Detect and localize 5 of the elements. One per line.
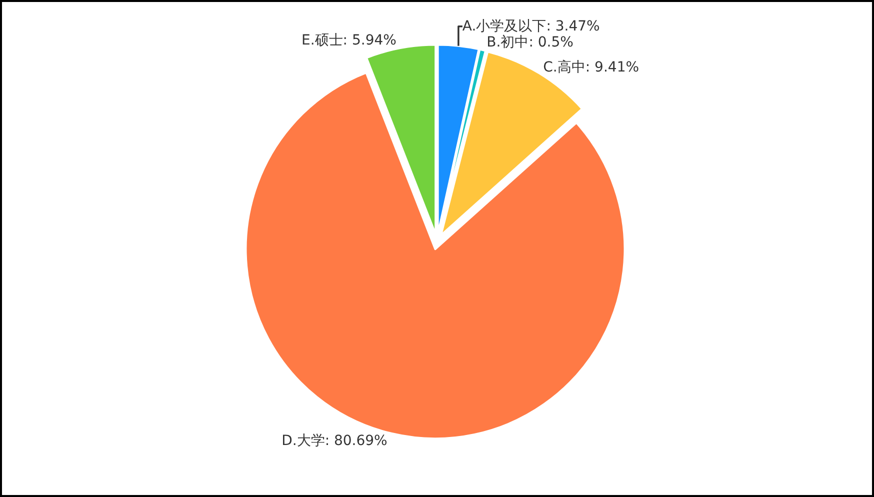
slice-label: A.小学及以下: 3.47% [462, 18, 600, 34]
slice-label: D.大学: 80.69% [282, 432, 388, 449]
slice-label: E.硕士: 5.94% [302, 32, 396, 48]
slice-label: C.高中: 9.41% [543, 59, 640, 76]
slice-label: B.初中: 0.5% [486, 34, 574, 50]
